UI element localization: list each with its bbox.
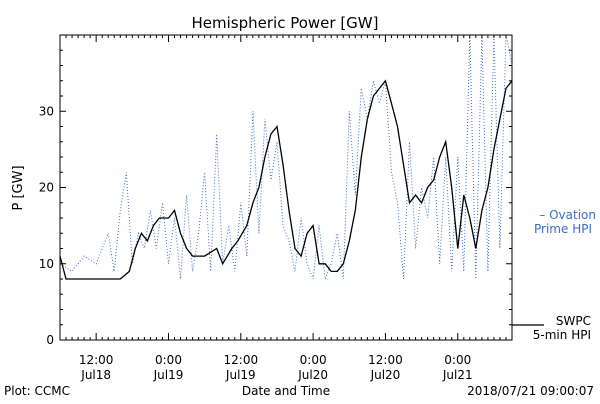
- y-tick-label: 30: [39, 104, 54, 118]
- x-tick-label-time: 0:00: [155, 353, 182, 367]
- y-axis: 0 10 20 30: [39, 49, 512, 347]
- x-tick-label-time: 12:00: [79, 353, 114, 367]
- y-axis-label: P [GW]: [11, 165, 26, 210]
- x-tick-label-time: 12:00: [368, 353, 403, 367]
- legend-ovation-line1: – Ovation: [539, 208, 596, 222]
- ovation-series-group: [59, 34, 513, 280]
- swpc-hpi-line: [59, 79, 513, 280]
- x-tick-label-time: 0:00: [444, 353, 471, 367]
- plot-area: [59, 34, 513, 341]
- ovation-hpi-line: [59, 34, 513, 280]
- legend-swpc-line2: 5-min HPI: [533, 328, 591, 342]
- x-tick-label-date: Jul20: [370, 368, 401, 382]
- chart-title: Hemispheric Power [GW]: [192, 14, 379, 32]
- y-tick-label: 20: [39, 181, 54, 195]
- x-axis-label: Date and Time: [242, 384, 330, 398]
- y-tick-label: 0: [46, 333, 54, 347]
- legend-swpc: SWPC 5-min HPI: [512, 314, 591, 342]
- x-tick-label-time: 0:00: [300, 353, 327, 367]
- legend-ovation-line2: Prime HPI: [534, 222, 592, 236]
- x-tick-label-time: 12:00: [224, 353, 259, 367]
- plot-credit: Plot: CCMC: [4, 384, 70, 398]
- x-axis: 12:00Jul180:00Jul1912:00Jul190:00Jul2012…: [59, 35, 513, 382]
- x-tick-label-date: Jul18: [80, 368, 111, 382]
- legend-swpc-line1: SWPC: [556, 314, 591, 328]
- x-tick-label-date: Jul21: [442, 368, 473, 382]
- x-tick-label-date: Jul19: [153, 368, 184, 382]
- x-tick-label-date: Jul19: [225, 368, 256, 382]
- swpc-series-group: [59, 79, 513, 280]
- x-tick-label-date: Jul20: [297, 368, 328, 382]
- legend-ovation: – Ovation Prime HPI: [534, 208, 596, 236]
- plot-timestamp: 2018/07/21 09:00:07: [467, 384, 594, 398]
- y-tick-label: 10: [39, 257, 54, 271]
